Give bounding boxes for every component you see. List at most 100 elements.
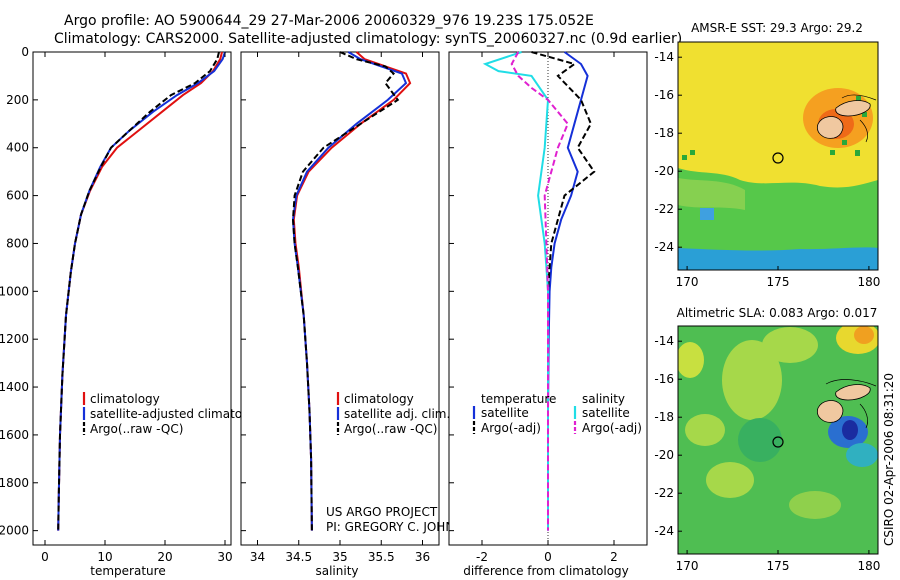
legend-heading-salinity: salinity <box>582 392 625 406</box>
series-line-argo-raw-qc <box>57 51 220 531</box>
map-y-tick-label: -16 <box>654 88 674 102</box>
sla-high-blob <box>722 340 782 420</box>
x-tick-label: 20 <box>157 550 172 564</box>
legend-label-climatology: climatology <box>344 392 414 406</box>
x-tick-label: 35 <box>332 550 347 564</box>
y-tick-label: 1400 <box>0 380 29 394</box>
map-y-tick-label: -18 <box>654 410 674 424</box>
map-x-tick-label: 175 <box>767 275 790 289</box>
sst-land-mask-cell <box>856 96 861 101</box>
sst-map-panel: AMSR-E SST: 29.3 Argo: 29.2 170 175 180 -14… <box>654 21 880 289</box>
y-tick-label: 400 <box>6 141 29 155</box>
fiji-north-island <box>835 100 871 117</box>
legend-label-satellite: satellite adj. clim. <box>344 407 450 421</box>
sst-map-title: AMSR-E SST: 29.3 Argo: 29.2 <box>691 21 863 35</box>
x-tick-label: 30 <box>217 550 232 564</box>
y-tick-label: 0 <box>21 45 29 59</box>
temperature-legend: climatology satellite-adjusted climatolo… <box>82 392 268 436</box>
sla-low-blob <box>846 443 878 467</box>
map-y-tick-label: -16 <box>654 372 674 386</box>
map-x-tick-label: 175 <box>767 559 790 573</box>
map-y-tick-label: -18 <box>654 126 674 140</box>
series-line-temperature-argo-adj <box>531 51 596 531</box>
sst-map-field <box>678 42 878 270</box>
sst-land-mask-cell <box>690 150 695 155</box>
difference-x-label: difference from climatology <box>463 564 629 578</box>
map-y-tick-label: -20 <box>654 164 674 178</box>
map-y-tick-label: -22 <box>654 202 674 216</box>
x-tick-label: 35.5 <box>368 550 395 564</box>
sla-high-blob <box>685 414 725 446</box>
sla-map-field <box>678 326 878 554</box>
salinity-x-label: salinity <box>315 564 358 578</box>
sla-map-panel: Altimetric SLA: 0.083 Argo: 0.017 170 175… <box>654 306 880 573</box>
legend-label-temp-satellite: satellite <box>481 406 529 420</box>
salinity-series-group <box>291 51 412 531</box>
depth-y-ticks: 0 200 400 600 800 1000 1200 1400 1600 1800 2000 <box>0 45 38 538</box>
map-y-tick-label: -24 <box>654 240 674 254</box>
difference-legend: temperature satellite Argo(-adj) salinit… <box>472 392 642 435</box>
map-x-tick-label: 170 <box>676 275 699 289</box>
y-tick-label: 800 <box>6 236 29 250</box>
credit-stamp: CSIRO 02-Apr-2006 08:31:20 <box>882 373 896 546</box>
fiji-main-island <box>817 116 844 139</box>
sla-low-core <box>842 420 858 440</box>
map-x-tick-label: 180 <box>857 559 880 573</box>
x-tick-label: -2 <box>476 550 488 564</box>
sst-map-ticks: 170 175 180 -14 -16 -18 -20 -22 -24 <box>654 50 880 289</box>
map-x-tick-label: 180 <box>857 275 880 289</box>
sla-high-blob <box>789 491 841 519</box>
figure-title-line1: Argo profile: AO 5900644_29 27-Mar-2006 … <box>64 13 594 29</box>
legend-label-argo: Argo(..raw -QC) <box>90 422 183 436</box>
argo-float-marker <box>772 152 784 164</box>
sst-land-mask-cell <box>842 140 847 145</box>
legend-heading-temperature: temperature <box>481 392 556 406</box>
fiji-north-island <box>835 384 871 401</box>
x-tick-label: 36 <box>415 550 430 564</box>
series-line-salinity-argo-adj <box>510 51 569 531</box>
argo-float-marker <box>772 436 784 448</box>
reef-contour <box>841 94 877 143</box>
sla-high-blob <box>762 327 818 363</box>
y-tick-label: 1200 <box>0 332 29 346</box>
fiji-main-island <box>817 400 844 423</box>
legend-label-temp-argo: Argo(-adj) <box>481 421 541 435</box>
x-tick-label: 2 <box>610 550 618 564</box>
salinity-panel: 34 34.5 35 35.5 36 salinity climatology sate… <box>240 51 480 578</box>
y-tick-label: 600 <box>6 189 29 203</box>
sla-map-ticks: 170 175 180 -14 -16 -18 -20 -22 -24 <box>654 334 880 573</box>
map-y-tick-label: -14 <box>654 50 674 64</box>
map-y-tick-label: -20 <box>654 448 674 462</box>
legend-label-sal-argo: Argo(-adj) <box>582 421 642 435</box>
legend-label-satellite: satellite-adjusted climatology <box>90 407 268 421</box>
legend-label-sal-satellite: satellite <box>582 406 630 420</box>
sla-low-blob <box>738 418 782 462</box>
temperature-x-ticks: 0 10 20 30 <box>41 52 233 564</box>
temperature-series-group <box>57 51 226 531</box>
map-y-tick-label: -22 <box>654 486 674 500</box>
sla-peak-core <box>854 326 874 344</box>
figure-title-line2: Climatology: CARS2000. Satellite-adjuste… <box>54 31 682 47</box>
credit-project: US ARGO PROJECT <box>326 505 438 519</box>
sst-transition-band <box>678 178 745 210</box>
salinity-x-ticks: 34 34.5 35 35.5 36 <box>241 51 430 564</box>
sla-high-blob <box>706 462 754 498</box>
difference-x-ticks: -2 0 2 <box>449 51 618 564</box>
y-tick-label: 1000 <box>0 284 29 298</box>
x-tick-label: 34 <box>250 550 265 564</box>
sst-cold-strip <box>678 247 878 270</box>
x-tick-label: 0 <box>544 550 552 564</box>
map-y-tick-label: -24 <box>654 524 674 538</box>
sla-map-title: Altimetric SLA: 0.083 Argo: 0.017 <box>677 306 878 320</box>
legend-label-argo: Argo(..raw -QC) <box>344 422 437 436</box>
series-line-satellite-adj-clim <box>291 51 408 531</box>
sst-cold-patch <box>700 208 714 220</box>
y-tick-label: 200 <box>6 93 29 107</box>
temperature-panel: 0 10 20 30 0 200 400 600 800 1000 1200 1400 1600 180… <box>0 45 268 578</box>
sst-land-mask-cell <box>862 112 867 117</box>
sst-land-mask-cell <box>830 150 835 155</box>
reef-contour <box>825 379 877 429</box>
y-tick-label: 1600 <box>0 428 29 442</box>
sst-land-mask-cell <box>682 155 687 160</box>
